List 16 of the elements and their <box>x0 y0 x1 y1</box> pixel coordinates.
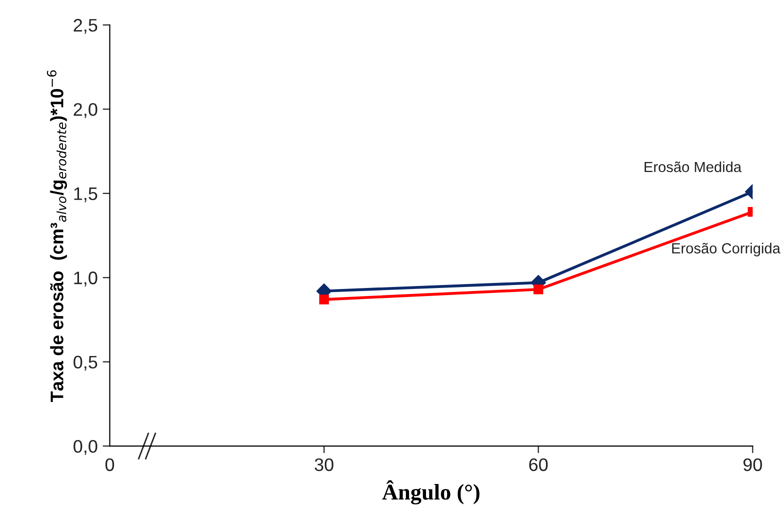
x-tick-label: 60 <box>529 458 548 472</box>
y-tick-label: 1,0 <box>74 272 98 286</box>
point <box>319 294 329 304</box>
y-tick-label: 2,0 <box>74 103 98 118</box>
y-tick-label: 0,5 <box>74 356 98 371</box>
x-tick-label: 30 <box>314 458 334 472</box>
y-axis-title: Taxa de erosão (cm³$_{alvo}$/g$_{erodente}$)*10$^{−6}$ <box>46 70 68 402</box>
series-label: Erosão Corrigida <box>672 242 780 256</box>
y-tick-label: 1,5 <box>74 188 98 202</box>
x-tick-label: 90 <box>743 458 762 472</box>
series-label: Erosão Medida <box>644 161 742 172</box>
x-axis-title: Ângulo (°) <box>382 480 480 504</box>
y-tick-label: 0,0 <box>74 440 98 455</box>
point <box>533 284 544 294</box>
x-tick-label: 0 <box>105 458 114 472</box>
y-tick-label: 2,5 <box>74 18 98 34</box>
